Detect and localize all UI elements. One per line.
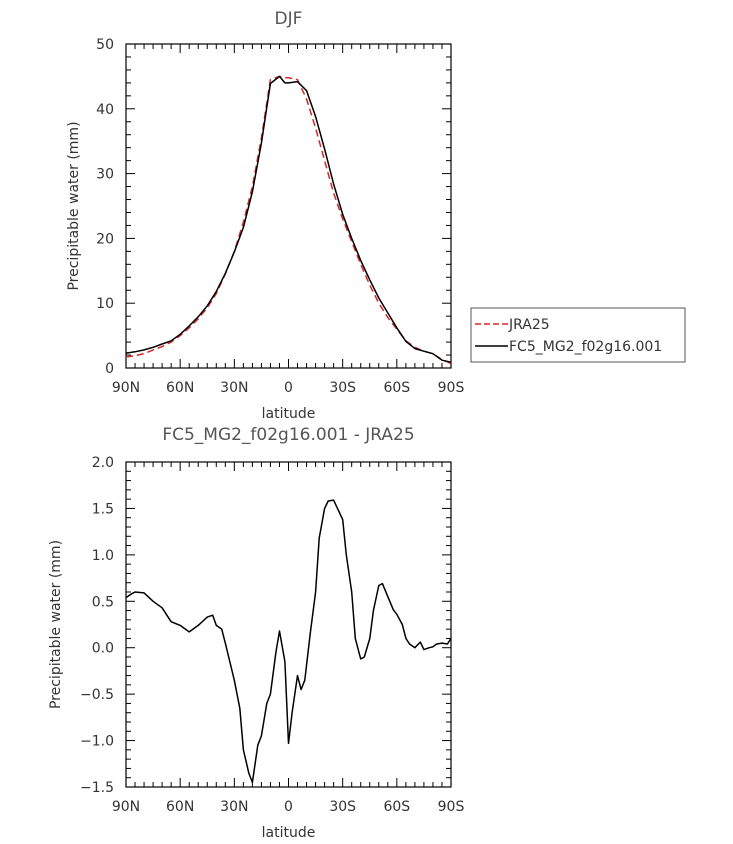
y-tick-label: 2.0 [92, 455, 114, 471]
x-axis-label: latitude [262, 825, 316, 841]
legend: JRA25 FC5_MG2_f02g16.001 [470, 307, 686, 363]
x-tick-label: 30S [329, 380, 356, 396]
x-tick-label: 60S [383, 380, 410, 396]
series-line-jra25 [125, 75, 452, 365]
y-tick-label: −1.0 [80, 734, 114, 750]
y-tick-label: 1.5 [92, 501, 114, 517]
chart-title: DJF [275, 9, 303, 29]
panel-1: DJF 90N 60N 30N 0 30S 60S 90S 0 10 20 30 40 50 latitud… [66, 9, 686, 422]
legend-box [470, 307, 686, 363]
y-tick-label: 20 [96, 231, 114, 247]
x-tick-label: 0 [284, 380, 293, 396]
x-tick-label: 30N [220, 799, 248, 815]
y-axis-label: Precipitable water (mm) [48, 540, 64, 709]
y-tick-label: −1.5 [80, 780, 114, 796]
y-tick-label: 0 [105, 361, 114, 377]
y-tick-label: 10 [96, 296, 114, 312]
panels: DJF 90N 60N 30N 0 30S 60S 90S 0 10 20 30 40 50 latitud… [48, 9, 686, 841]
x-tick-label: 90S [438, 380, 465, 396]
x-tick-label: 60N [166, 799, 194, 815]
legend-label: FC5_MG2_f02g16.001 [509, 339, 662, 355]
x-tick-label: 60N [166, 380, 194, 396]
x-tick-label: 30N [220, 380, 248, 396]
plot-frame [125, 43, 452, 369]
y-tick-label: −0.5 [80, 687, 114, 703]
y-tick-label: 30 [96, 167, 114, 183]
y-tick-label: 40 [96, 102, 114, 118]
chart-title: FC5_MG2_f02g16.001 - JRA25 [162, 425, 414, 445]
y-tick-label: 50 [96, 37, 114, 53]
x-tick-label: 90N [112, 380, 140, 396]
x-axis-label: latitude [262, 406, 316, 422]
x-tick-label: 60S [383, 799, 410, 815]
legend-label: JRA25 [508, 317, 550, 333]
x-tick-label: 90S [438, 799, 465, 815]
y-tick-label: 1.0 [92, 548, 114, 564]
x-tick-label: 0 [284, 799, 293, 815]
series-line-fc5-mg2-f02g16-001 [125, 75, 452, 363]
x-tick-label: 30S [329, 799, 356, 815]
x-tick-label: 90N [112, 799, 140, 815]
y-axis-label: Precipitable water (mm) [66, 121, 82, 290]
series-line-1 [125, 499, 452, 784]
y-tick-label: 0.5 [92, 594, 114, 610]
y-tick-label: 0.0 [92, 641, 114, 657]
panel-2: FC5_MG2_f02g16.001 - JRA25 90N 60N 30N 0 30S 6… [48, 425, 464, 841]
